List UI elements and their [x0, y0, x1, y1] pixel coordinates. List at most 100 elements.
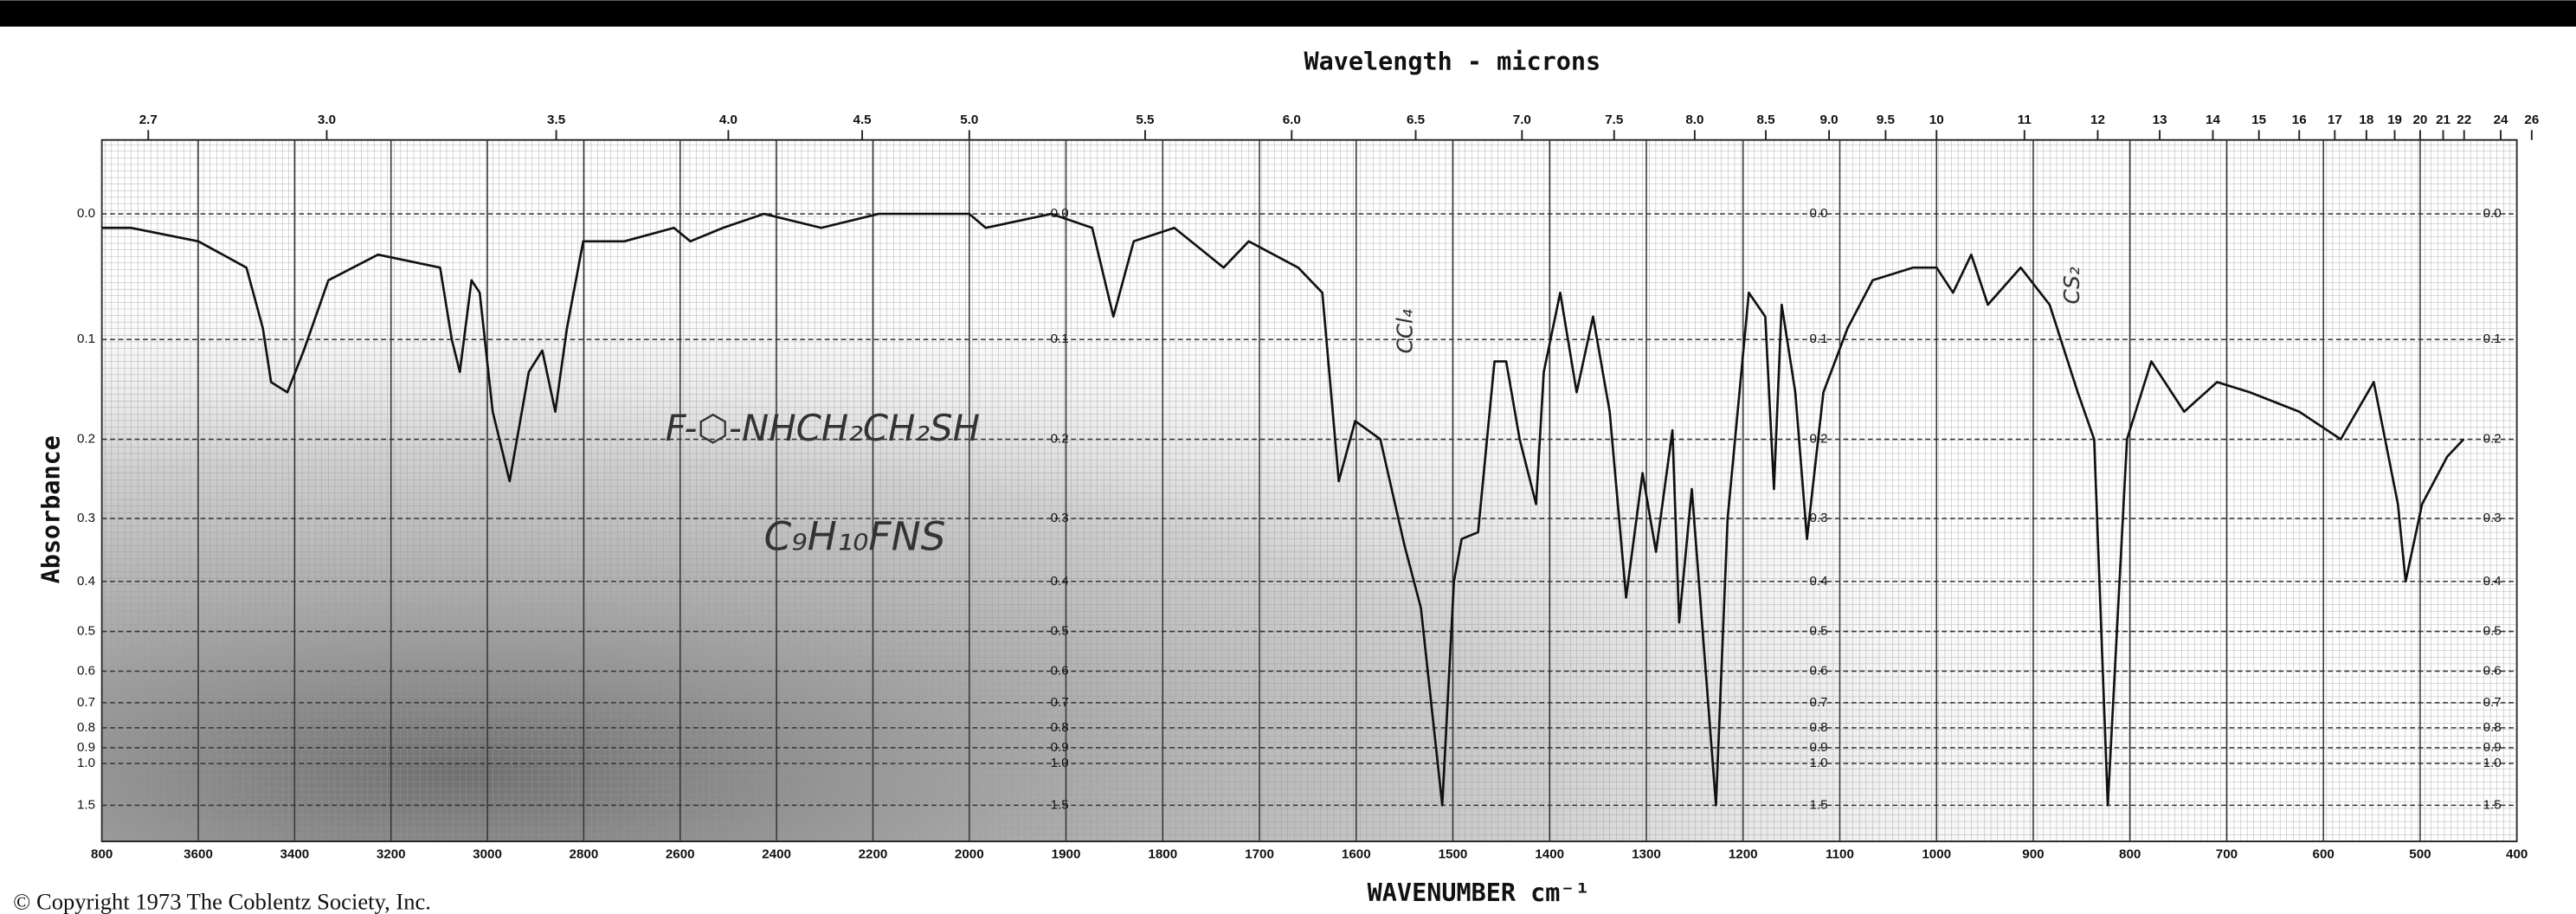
spectrum-line [101, 212, 2465, 807]
y-tick-label: 1.0 [1809, 756, 1827, 770]
y-tick-label: 0.4 [1051, 574, 1069, 589]
x2-tick-label: 10 [1929, 113, 1944, 127]
x-tick-label: 400 [2506, 846, 2528, 861]
y-tick-label: 0.9 [77, 740, 95, 755]
x2-tick-label: 4.5 [853, 113, 873, 127]
annotation: C₉H₁₀FNS [764, 513, 946, 559]
x2-tick-label: 19 [2387, 113, 2402, 127]
x-tick-label: 3600 [184, 846, 213, 861]
y-tick-label: 0.6 [77, 663, 95, 678]
y-tick-label: 1.5 [1809, 797, 1827, 812]
y-tick-label: 0.4 [2483, 574, 2502, 589]
y-tick-label: 0.3 [1809, 511, 1827, 525]
x2-tick-label: 9.5 [1877, 113, 1896, 127]
x-tick-label: 3200 [377, 846, 406, 861]
x2-tick-label: 7.0 [1513, 113, 1531, 127]
y-tick-label: 0.0 [1809, 206, 1827, 221]
y-tick-label: 0.5 [1809, 624, 1827, 639]
x2-tick-label: 21 [2436, 113, 2450, 127]
x2-tick-label: 11 [2018, 113, 2032, 127]
x2-tick-label: 5.0 [960, 113, 978, 127]
x-tick-label: 1700 [1245, 846, 1274, 861]
y-tick-label: 0.5 [1051, 624, 1069, 639]
x-tick-label: 1600 [1342, 846, 1371, 861]
x-tick-label: 2000 [955, 846, 984, 861]
x2-tick-label: 7.5 [1605, 113, 1624, 127]
x2-tick-label: 24 [2494, 113, 2508, 127]
y-tick-label: 0.6 [1051, 663, 1069, 678]
annotation: F-⬡-NHCH₂CH₂SH [666, 407, 980, 449]
x2-tick-label: 26 [2524, 113, 2539, 127]
y-tick-label: 0.8 [2483, 720, 2502, 735]
x2-tick-label: 6.5 [1407, 113, 1426, 127]
y-tick-label: 0.4 [77, 574, 95, 589]
y-tick-label: 0.9 [1809, 740, 1827, 755]
y-tick-label: 0.1 [2483, 331, 2502, 346]
y-tick-label: 0.2 [2483, 432, 2502, 447]
y-tick-label: 0.6 [1809, 663, 1827, 678]
y-tick-label: 0.2 [1051, 432, 1069, 447]
minor-grid [101, 139, 2517, 842]
x-tick-label: 2400 [762, 846, 791, 861]
x-tick-label: 1800 [1148, 846, 1177, 861]
x-tick-label: 1300 [1632, 846, 1661, 861]
x-tick-label: 1900 [1052, 846, 1081, 861]
y-tick-label: 0.1 [77, 331, 95, 346]
y-tick-label: 0.0 [2483, 206, 2502, 221]
y-tick-label: 1.5 [1051, 797, 1069, 812]
x-tick-label: 1500 [1439, 846, 1468, 861]
x2-tick-label: 17 [2328, 113, 2342, 127]
y-tick-label: 0.9 [2483, 740, 2502, 755]
y-tick-label: 1.5 [2483, 797, 2502, 812]
y-tick-label: 0.1 [1051, 331, 1069, 346]
x2-tick-label: 3.0 [318, 113, 336, 127]
x2-tick-label: 18 [2359, 113, 2373, 127]
x-axis-title: WAVENUMBER cm⁻¹ [1368, 879, 1590, 907]
y-tick-label: 1.0 [2483, 756, 2502, 770]
y-tick-label: 0.1 [1809, 331, 1827, 346]
y-tick-label: 0.4 [1809, 574, 1827, 589]
x-tick-label: 1200 [1729, 846, 1758, 861]
x-tick-label: 2200 [859, 846, 888, 861]
x-tick-label: 1400 [1535, 846, 1564, 861]
x-tick-label: 700 [2216, 846, 2238, 861]
x2-tick-label: 4.0 [719, 113, 737, 127]
top-axis-title: Wavelength - microns [1304, 47, 1600, 75]
y-axis-title: Absorbance [37, 435, 66, 583]
y-tick-label: 0.9 [1051, 740, 1069, 755]
x-tick-label: 500 [2409, 846, 2431, 861]
x2-tick-label: 3.5 [547, 113, 566, 127]
annotation: CCl₄ [1393, 309, 1418, 353]
copyright: © Copyright 1973 The Coblentz Society, I… [13, 888, 431, 914]
x2-tick-label: 16 [2292, 113, 2307, 127]
x-tick-label: 800 [2119, 846, 2141, 861]
x2-tick-label: 8.5 [1756, 113, 1775, 127]
x2-tick-label: 12 [2090, 113, 2105, 127]
y-tick-label: 1.5 [77, 797, 95, 812]
y-tick-label: 0.7 [2483, 695, 2502, 710]
y-tick-label: 0.2 [77, 432, 95, 447]
x-tick-label: 2800 [570, 846, 599, 861]
x2-tick-label: 2.7 [139, 113, 158, 127]
y-tick-label: 0.5 [2483, 624, 2502, 639]
x-tick-label: 1000 [1922, 846, 1951, 861]
x2-tick-label: 5.5 [1136, 113, 1155, 127]
x2-tick-label: 9.0 [1820, 113, 1839, 127]
y-tick-label: 0.3 [1051, 511, 1069, 525]
x2-tick-label: 20 [2412, 113, 2427, 127]
x-tick-label: 2600 [666, 846, 695, 861]
y-tick-label: 1.0 [1051, 756, 1069, 770]
x2-tick-label: 15 [2251, 113, 2266, 127]
x-tick-label: 900 [2022, 846, 2044, 861]
y-tick-label: 0.6 [2483, 663, 2502, 678]
y-tick-label: 0.8 [77, 720, 95, 735]
x2-tick-label: 6.0 [1283, 113, 1301, 127]
x2-tick-label: 22 [2457, 113, 2471, 127]
x2-tick-label: 14 [2206, 113, 2220, 127]
annotation: CS₂ [2059, 267, 2084, 304]
y-tick-label: 0.3 [77, 511, 95, 525]
y-tick-label: 0.0 [77, 206, 95, 221]
x-tick-label: 600 [2313, 846, 2334, 861]
y-tick-label: 0.7 [1051, 695, 1069, 710]
